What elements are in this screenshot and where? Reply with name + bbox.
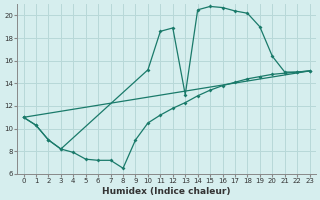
X-axis label: Humidex (Indice chaleur): Humidex (Indice chaleur): [102, 187, 231, 196]
